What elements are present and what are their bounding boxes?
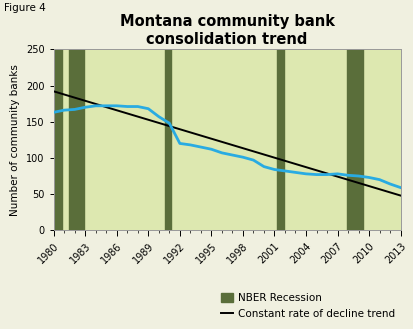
Bar <box>69 49 84 230</box>
Legend: NBER Recession, Constant rate of decline trend: NBER Recession, Constant rate of decline… <box>221 293 395 318</box>
Title: Montana community bank
consolidation trend: Montana community bank consolidation tre… <box>120 14 335 47</box>
Bar <box>165 49 171 230</box>
Bar <box>347 49 363 230</box>
Y-axis label: Number of community banks: Number of community banks <box>10 64 21 216</box>
Bar <box>54 49 62 230</box>
Bar <box>277 49 284 230</box>
Text: Figure 4: Figure 4 <box>4 3 46 13</box>
